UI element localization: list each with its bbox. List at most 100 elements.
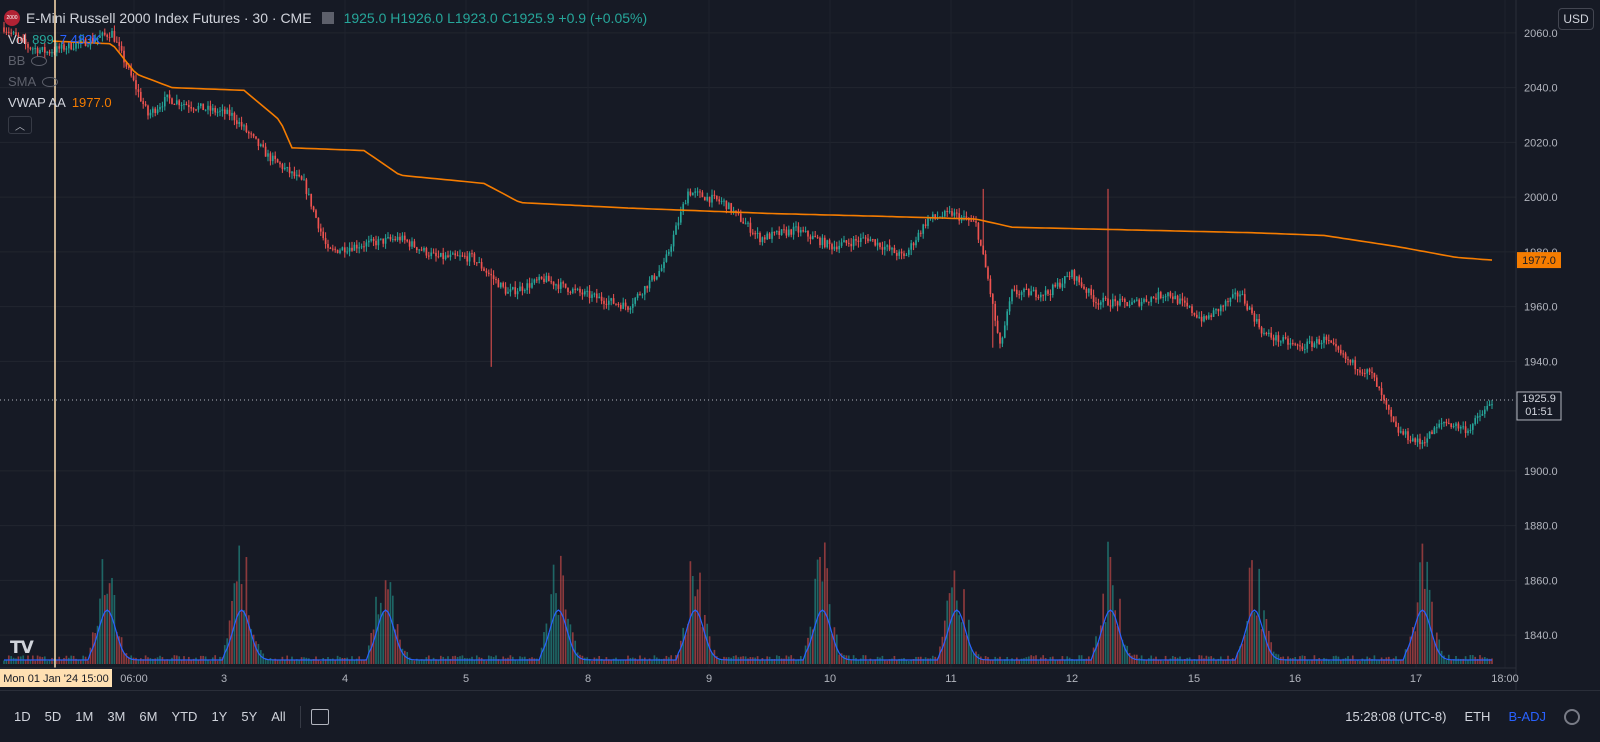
candle-body bbox=[449, 254, 452, 258]
volume-bar bbox=[123, 652, 125, 664]
volume-bar bbox=[1450, 660, 1453, 664]
candle-body bbox=[533, 279, 536, 283]
volume-bar bbox=[221, 657, 224, 664]
candle-body bbox=[591, 294, 593, 298]
candle-body bbox=[1385, 399, 1388, 405]
candle-body bbox=[965, 216, 968, 220]
session-button[interactable]: ETH bbox=[1464, 709, 1491, 724]
volume-bar bbox=[432, 657, 435, 664]
candle-body bbox=[689, 191, 692, 196]
calendar-icon[interactable] bbox=[310, 708, 329, 725]
candle-body bbox=[627, 306, 629, 310]
volume-bar bbox=[622, 659, 625, 664]
flag-icon[interactable] bbox=[321, 12, 334, 24]
volume-bar bbox=[190, 660, 193, 664]
range-5y[interactable]: 5Y bbox=[241, 709, 258, 724]
candle-body bbox=[375, 240, 377, 246]
time-axis[interactable]: 06:00 3 4 5 8 9 10 11 12 15 16 17 18:00 bbox=[120, 673, 1519, 685]
candle-body bbox=[1275, 335, 1277, 341]
candle-body bbox=[1325, 336, 1328, 341]
candle-body bbox=[1284, 337, 1287, 339]
volume-bar bbox=[1116, 625, 1119, 664]
volume-bar bbox=[1195, 659, 1198, 664]
candle-body bbox=[1258, 318, 1261, 328]
price-chart[interactable]: 2060.02040.02020.02000.01980.01960.01940… bbox=[0, 0, 1600, 690]
candle-body bbox=[485, 270, 488, 273]
candle-body bbox=[917, 232, 920, 241]
candle-body bbox=[46, 51, 49, 53]
range-1d[interactable]: 1D bbox=[14, 709, 31, 724]
range-5d[interactable]: 5D bbox=[44, 709, 62, 724]
volume-bar bbox=[1330, 660, 1333, 664]
candle-body bbox=[1267, 332, 1270, 335]
candle-body bbox=[895, 253, 898, 256]
candle-body bbox=[1015, 289, 1018, 295]
price-tick-label: 1960.0 bbox=[1524, 302, 1558, 314]
currency-button[interactable]: USD bbox=[1558, 8, 1594, 30]
range-6m[interactable]: 6M bbox=[139, 709, 158, 724]
volume-bar bbox=[51, 657, 53, 664]
candle-body bbox=[1443, 421, 1445, 424]
candle-body bbox=[281, 164, 284, 170]
symbol-title[interactable]: E-Mini Russell 2000 Index Futures · 30 ·… bbox=[26, 10, 312, 26]
eye-hidden-icon[interactable] bbox=[42, 76, 59, 87]
range-1y[interactable]: 1Y bbox=[211, 709, 228, 724]
candle-body bbox=[257, 138, 260, 146]
price-tick-label: 1900.0 bbox=[1524, 466, 1558, 478]
eye-hidden-icon[interactable] bbox=[31, 55, 48, 66]
vwap-label: VWAP AA bbox=[8, 95, 66, 110]
collapse-indicators-button[interactable]: ︿ bbox=[8, 116, 32, 134]
candle-body bbox=[79, 39, 82, 43]
volume-bar bbox=[12, 657, 15, 664]
volume-bar bbox=[533, 658, 536, 664]
candle-body bbox=[1318, 339, 1321, 345]
candle-body bbox=[603, 300, 605, 304]
volume-bar bbox=[583, 657, 586, 664]
candle-body bbox=[425, 247, 428, 256]
range-all[interactable]: All bbox=[271, 709, 286, 724]
range-3m[interactable]: 3M bbox=[107, 709, 126, 724]
candle-body bbox=[715, 195, 718, 200]
candle-body bbox=[1186, 302, 1189, 307]
volume-bar bbox=[483, 660, 485, 664]
volume-bar bbox=[569, 624, 572, 664]
clock-time[interactable]: 15:28:08 (UTC-8) bbox=[1345, 709, 1447, 724]
candle-body bbox=[492, 275, 495, 280]
candle-body bbox=[636, 293, 639, 298]
volume-bar bbox=[809, 626, 812, 664]
symbol-logo[interactable]: 2000 bbox=[4, 10, 20, 26]
volume-bar bbox=[207, 659, 209, 664]
indicator-vol[interactable]: Vol 899 7.483K bbox=[8, 32, 101, 47]
candle-body bbox=[171, 98, 173, 104]
candle-body bbox=[10, 32, 13, 34]
volume-bar bbox=[377, 614, 380, 664]
adjust-button[interactable]: B-ADJ bbox=[1508, 709, 1546, 724]
indicator-sma[interactable]: SMA bbox=[8, 74, 59, 89]
range-ytd[interactable]: YTD bbox=[171, 709, 198, 724]
volume-bar bbox=[156, 657, 159, 664]
candle-body bbox=[1107, 298, 1109, 306]
candle-body bbox=[161, 106, 164, 108]
crosshair-date-box bbox=[0, 669, 112, 687]
indicator-vwap[interactable]: VWAP AA 1977.0 bbox=[8, 95, 112, 110]
range-1m[interactable]: 1M bbox=[75, 709, 94, 724]
candle-body bbox=[725, 200, 728, 210]
candle-body bbox=[17, 35, 20, 38]
candle-body bbox=[389, 237, 392, 240]
candle-body bbox=[1347, 359, 1349, 361]
volume-bar bbox=[725, 657, 728, 664]
gear-icon[interactable] bbox=[1564, 708, 1580, 725]
candle-body bbox=[1255, 318, 1258, 322]
candle-body bbox=[723, 200, 725, 202]
price-tick-label: 1880.0 bbox=[1524, 521, 1558, 533]
volume-bar bbox=[684, 634, 687, 664]
volume-bar bbox=[972, 653, 975, 664]
volume-bar bbox=[564, 609, 567, 664]
candle-body bbox=[1253, 313, 1256, 322]
indicator-bb[interactable]: BB bbox=[8, 53, 48, 68]
candle-body bbox=[675, 225, 677, 235]
candle-body bbox=[67, 42, 70, 49]
volume-bar bbox=[384, 580, 387, 664]
candle-body bbox=[977, 222, 980, 240]
candle-body bbox=[1260, 327, 1263, 334]
